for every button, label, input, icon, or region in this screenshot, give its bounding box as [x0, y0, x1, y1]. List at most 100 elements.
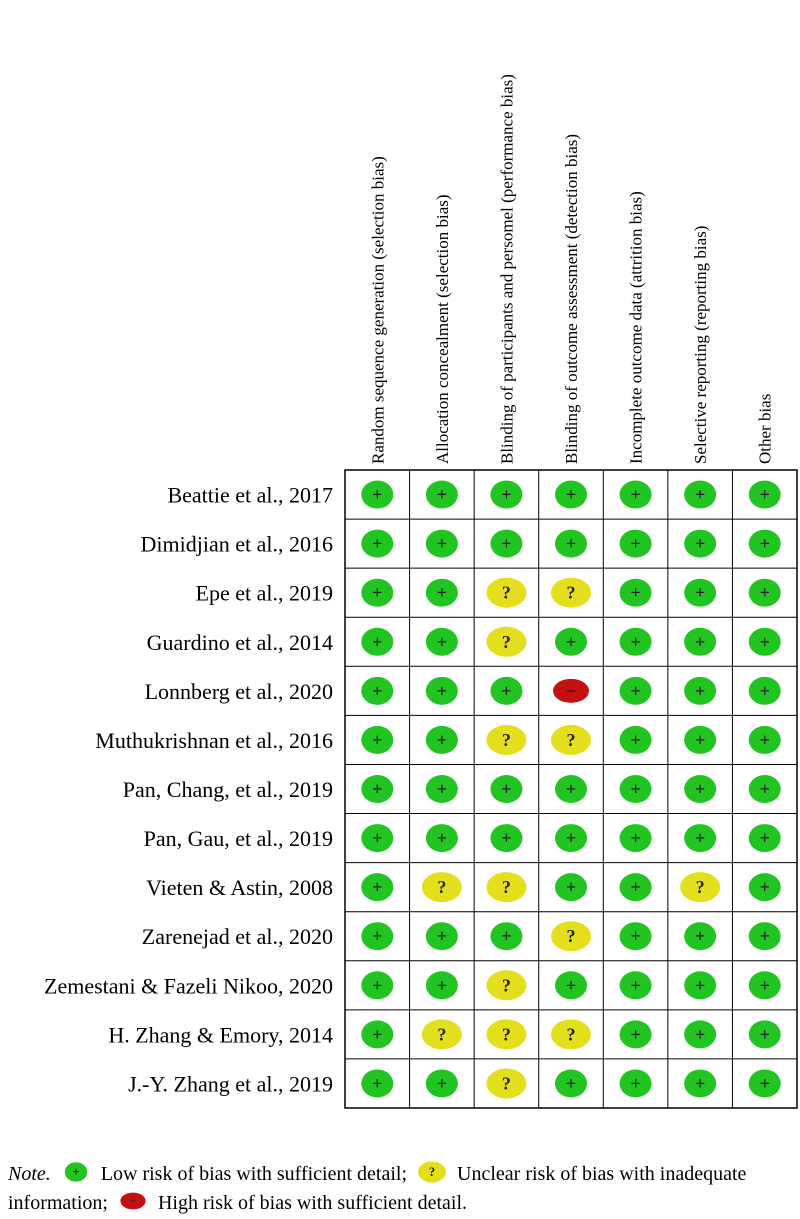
symbol-bg: [486, 872, 527, 903]
symbol-bg: [361, 725, 394, 754]
symbol-bg: [361, 529, 394, 558]
symbol-bg: [684, 529, 717, 558]
symbol-bg: [555, 971, 587, 1000]
symbol: ?: [437, 1024, 446, 1044]
symbol-bg: [425, 824, 458, 853]
symbol: +: [630, 975, 640, 995]
symbol-bg: [361, 1069, 394, 1098]
symbol-bg: [619, 824, 652, 853]
symbol-bg: [619, 873, 652, 902]
symbol: +: [437, 779, 447, 799]
risk-table: Random sequence generation (selection bi…: [44, 74, 798, 1109]
symbol: +: [695, 1024, 705, 1044]
symbol: +: [760, 1073, 770, 1093]
symbol-bg: [748, 775, 781, 803]
symbol-bg: [555, 1069, 587, 1098]
symbol: +: [760, 730, 770, 750]
symbol-bg: [425, 775, 458, 803]
symbol-bg: [553, 678, 589, 703]
symbol: +: [372, 632, 382, 652]
symbol: +: [760, 1024, 770, 1044]
symbol-bg: [486, 1019, 527, 1050]
symbol-bg: [555, 480, 587, 509]
symbol-bg: [748, 676, 781, 705]
symbol: +: [372, 1024, 382, 1044]
symbol: +: [372, 583, 382, 603]
symbol-bg: [684, 1069, 717, 1098]
symbol: +: [372, 926, 382, 946]
symbol-bg: [555, 627, 587, 656]
symbol-bg: [684, 1020, 717, 1049]
column-header: Allocation concealment (selection bias): [433, 194, 452, 464]
symbol-bg: [684, 676, 717, 705]
symbol: ?: [502, 975, 511, 995]
symbol-bg: [425, 480, 458, 509]
symbol-bg: [361, 824, 394, 853]
symbol-bg: [748, 725, 781, 754]
symbol: +: [501, 681, 511, 701]
symbol: +: [437, 926, 447, 946]
legend-text: Unclear risk of bias with inadequate inf…: [8, 1163, 747, 1214]
symbol-bg: [361, 873, 394, 902]
symbol-bg: [684, 627, 717, 656]
symbol: +: [372, 1073, 382, 1093]
symbol: +: [630, 485, 640, 505]
symbol: +: [760, 877, 770, 897]
symbol: +: [437, 828, 447, 848]
symbol: +: [437, 1073, 447, 1093]
symbol: +: [760, 632, 770, 652]
symbol: +: [501, 926, 511, 946]
column-header: Blinding of participants and persomel (p…: [497, 74, 516, 464]
symbol-bg: [619, 922, 652, 951]
study-label: Pan, Chang, et al., 2019: [123, 777, 333, 802]
symbol-bg: [748, 873, 781, 902]
symbol: ?: [502, 730, 511, 750]
symbol-bg: [361, 922, 394, 951]
study-label: J.-Y. Zhang et al., 2019: [128, 1071, 333, 1096]
symbol: +: [695, 779, 705, 799]
symbol: −: [566, 681, 576, 701]
symbol-bg: [361, 971, 394, 1000]
symbol: +: [695, 681, 705, 701]
symbol: +: [372, 485, 382, 505]
symbol: +: [566, 877, 576, 897]
symbol-bg: [684, 725, 717, 754]
symbol-bg: [486, 577, 527, 608]
symbol-bg: [684, 775, 717, 803]
symbol: +: [437, 730, 447, 750]
note-label: Note.: [8, 1163, 51, 1185]
symbol-bg: [555, 775, 587, 803]
symbol: +: [437, 975, 447, 995]
symbol-bg: [551, 577, 591, 608]
study-label: Pan, Gau, et al., 2019: [144, 826, 333, 851]
symbol-bg: [619, 775, 652, 803]
symbol: ?: [502, 877, 511, 897]
symbol-bg: [555, 873, 587, 902]
symbol-bg: [748, 480, 781, 509]
symbol: +: [72, 1165, 79, 1179]
symbol: +: [566, 485, 576, 505]
symbol: +: [372, 828, 382, 848]
symbol: +: [437, 485, 447, 505]
symbol: +: [630, 779, 640, 799]
symbol-bg: [748, 1020, 781, 1049]
note: Note. + Low risk of bias with sufficient d…: [8, 1160, 798, 1218]
symbol-bg: [361, 1020, 394, 1049]
symbol-bg: [748, 578, 781, 607]
study-label: Dimidjian et al., 2016: [141, 532, 333, 557]
symbol-bg: [425, 1069, 458, 1098]
symbol-bg: [425, 578, 458, 607]
table-border: [344, 469, 798, 1109]
symbol-bg: [486, 724, 527, 755]
symbol: +: [437, 534, 447, 554]
symbol-bg: [361, 627, 394, 656]
symbol: +: [695, 1073, 705, 1093]
symbol-bg: [425, 529, 458, 558]
symbol-bg: [619, 578, 652, 607]
symbol: +: [760, 926, 770, 946]
symbol-bg: [64, 1162, 87, 1182]
symbol-bg: [619, 1069, 652, 1098]
symbol: +: [760, 828, 770, 848]
symbol-bg: [684, 824, 717, 853]
symbol: +: [760, 779, 770, 799]
